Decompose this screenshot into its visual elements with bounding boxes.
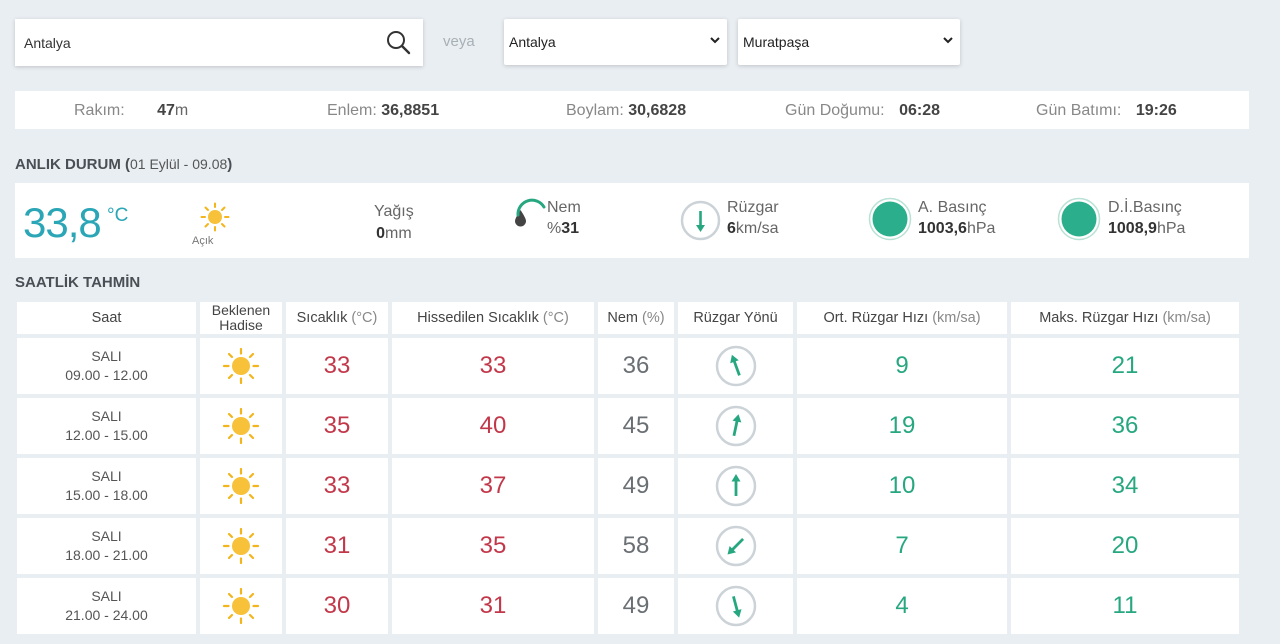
max-wind-cell: 36 (1011, 398, 1239, 454)
avg-wind-cell: 4 (797, 578, 1007, 634)
table-row: SALI 09.00 - 12.00 33 33 36 9 21 (17, 338, 1239, 394)
temp-cell: 30 (286, 578, 388, 634)
wind-dir-cell (678, 518, 793, 574)
col-feels: Hissedilen Sıcaklık (°C) (392, 302, 594, 334)
table-row: SALI 18.00 - 21.00 31 35 58 7 20 (17, 518, 1239, 574)
longitude: Boylam: 30,6828 (566, 102, 687, 119)
sun-icon (222, 407, 260, 445)
sun-icon (222, 467, 260, 505)
temp-cell: 33 (286, 338, 388, 394)
col-avg-wind: Ort. Rüzgar Hızı (km/sa) (797, 302, 1007, 334)
sun-icon (200, 202, 230, 232)
temperature-unit: °C (107, 205, 129, 226)
wind-dir-cell (678, 338, 793, 394)
sun-icon (222, 347, 260, 385)
table-row: SALI 12.00 - 15.00 35 40 45 19 36 (17, 398, 1239, 454)
max-wind-cell: 11 (1011, 578, 1239, 634)
hourly-forecast-table: Saat Beklenen Hadise Sıcaklık (°C) Hisse… (15, 300, 1249, 638)
humidity-arc-icon (516, 198, 546, 217)
feels-cell: 31 (392, 578, 594, 634)
wind-direction-icon (680, 200, 721, 241)
time-cell: SALI 12.00 - 15.00 (17, 398, 196, 454)
district-select[interactable]: Muratpaşa (738, 19, 960, 65)
col-humidity: Nem (%) (598, 302, 674, 334)
pressure: A. Basınç 1003,6hPa (918, 199, 996, 237)
humidity-cell: 49 (598, 458, 674, 514)
pressure-gauge-icon (868, 197, 912, 241)
temp-cell: 31 (286, 518, 388, 574)
search-input[interactable] (15, 19, 375, 66)
wind-arrow-icon (715, 405, 756, 447)
wind-arrow-icon (715, 585, 756, 627)
col-temp: Sıcaklık (°C) (286, 302, 388, 334)
table-header-row: Saat Beklenen Hadise Sıcaklık (°C) Hisse… (17, 302, 1239, 334)
temp-cell: 35 (286, 398, 388, 454)
wind-dir-cell (678, 398, 793, 454)
altitude: Rakım: 47m (74, 102, 189, 119)
current-conditions-panel: 33,8 °C Açık Yağış 0mm Nem %31 Rüzgar 6k… (15, 183, 1249, 258)
wind-arrow-icon (715, 525, 756, 567)
avg-wind-cell: 9 (797, 338, 1007, 394)
event-cell (200, 398, 282, 454)
wind-arrow-icon (715, 465, 756, 507)
avg-wind-cell: 19 (797, 398, 1007, 454)
avg-wind-cell: 10 (797, 458, 1007, 514)
search-box (15, 19, 423, 66)
chevron-down-icon (943, 37, 953, 44)
col-event: Beklenen Hadise (200, 302, 282, 334)
sun-icon (222, 527, 260, 565)
feels-cell: 37 (392, 458, 594, 514)
current-condition-label: Açık (192, 235, 214, 247)
wind-dir-cell (678, 578, 793, 634)
time-cell: SALI 18.00 - 21.00 (17, 518, 196, 574)
max-wind-cell: 20 (1011, 518, 1239, 574)
wind: Rüzgar 6km/sa (727, 199, 779, 237)
sun-icon (222, 587, 260, 625)
location-info-bar: Rakım: 47m Enlem: 36,8851 Boylam: 30,682… (15, 91, 1249, 129)
event-cell (200, 338, 282, 394)
province-select-value: Antalya (509, 34, 556, 50)
chevron-down-icon (710, 37, 720, 44)
sea-pressure: D.İ.Basınç 1008,9hPa (1108, 199, 1186, 237)
humidity-cell: 45 (598, 398, 674, 454)
max-wind-cell: 21 (1011, 338, 1239, 394)
feels-cell: 35 (392, 518, 594, 574)
search-icon[interactable] (385, 29, 411, 55)
sunset: Gün Batımı: 19:26 (1036, 102, 1177, 119)
time-cell: SALI 09.00 - 12.00 (17, 338, 196, 394)
wind-arrow-icon (715, 345, 756, 387)
humidity-cell: 58 (598, 518, 674, 574)
forecast-section-title: SAATLİK TAHMİN (15, 274, 141, 291)
event-cell (200, 578, 282, 634)
current-temperature: 33,8 (23, 199, 102, 246)
humidity-drop-icon (515, 210, 526, 227)
avg-wind-cell: 7 (797, 518, 1007, 574)
wind-dir-cell (678, 458, 793, 514)
col-time: Saat (17, 302, 196, 334)
col-wind-dir: Rüzgar Yönü (678, 302, 793, 334)
temp-cell: 33 (286, 458, 388, 514)
humidity-cell: 49 (598, 578, 674, 634)
table-row: SALI 21.00 - 24.00 30 31 49 4 11 (17, 578, 1239, 634)
max-wind-cell: 34 (1011, 458, 1239, 514)
humidity-cell: 36 (598, 338, 674, 394)
feels-cell: 40 (392, 398, 594, 454)
time-cell: SALI 15.00 - 18.00 (17, 458, 196, 514)
time-cell: SALI 21.00 - 24.00 (17, 578, 196, 634)
current-section-title: ANLIK DURUM (01 Eylül - 09.08) (15, 156, 233, 173)
feels-cell: 33 (392, 338, 594, 394)
event-cell (200, 458, 282, 514)
humidity: Nem %31 (547, 199, 581, 237)
latitude: Enlem: 36,8851 (327, 102, 440, 119)
sea-pressure-gauge-icon (1057, 197, 1101, 241)
event-cell (200, 518, 282, 574)
sunrise: Gün Doğumu: 06:28 (785, 102, 940, 119)
province-select[interactable]: Antalya (504, 19, 727, 65)
or-label: veya (443, 33, 475, 50)
col-max-wind: Maks. Rüzgar Hızı (km/sa) (1011, 302, 1239, 334)
district-select-value: Muratpaşa (743, 34, 810, 50)
table-row: SALI 15.00 - 18.00 33 37 49 10 34 (17, 458, 1239, 514)
precipitation: Yağış 0mm (374, 203, 414, 242)
